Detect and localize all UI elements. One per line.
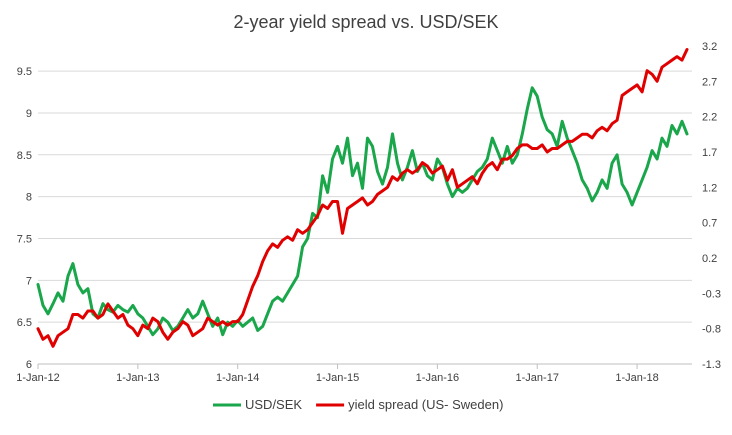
y-right-tick-label: -0.3 [702, 288, 721, 300]
series-line-0 [36, 86, 689, 337]
y-right-tick-label: 2.2 [702, 112, 717, 124]
legend-label-1: yield spread (US- Sweden) [348, 397, 503, 412]
y-right-tick-label: -0.8 [702, 324, 721, 336]
legend-label-0: USD/SEK [245, 397, 302, 412]
x-tick-label: 1-Jan-17 [516, 372, 559, 384]
y-right-tick-label: 3.2 [702, 41, 717, 53]
y-left-tick-label: 6.5 [17, 317, 32, 329]
y-right-tick-label: 1.7 [702, 147, 717, 159]
y-left-tick-label: 6 [26, 359, 32, 371]
y-right-tick-label: -1.3 [702, 359, 721, 371]
y-right-tick-label: 0.2 [702, 253, 717, 265]
chart-title: 2-year yield spread vs. USD/SEK [233, 12, 498, 32]
x-tick-label: 1-Jan-18 [615, 372, 658, 384]
x-tick-label: 1-Jan-16 [416, 372, 459, 384]
x-tick-label: 1-Jan-12 [16, 372, 59, 384]
y-left-tick-label: 8 [26, 192, 32, 204]
y-right-tick-label: 1.2 [702, 182, 717, 194]
y-left-tick-label: 9.5 [17, 66, 32, 78]
x-tick-label: 1-Jan-15 [316, 372, 359, 384]
x-tick-label: 1-Jan-14 [216, 372, 259, 384]
y-right-tick-label: 2.7 [702, 76, 717, 88]
y-left-tick-label: 9 [26, 108, 32, 120]
y-left-tick-label: 7.5 [17, 233, 32, 245]
y-left-tick-label: 8.5 [17, 150, 32, 162]
x-tick-label: 1-Jan-13 [116, 372, 159, 384]
series-line-1 [36, 48, 689, 348]
y-left-tick-label: 7 [26, 275, 32, 287]
y-right-tick-label: 0.7 [702, 218, 717, 230]
